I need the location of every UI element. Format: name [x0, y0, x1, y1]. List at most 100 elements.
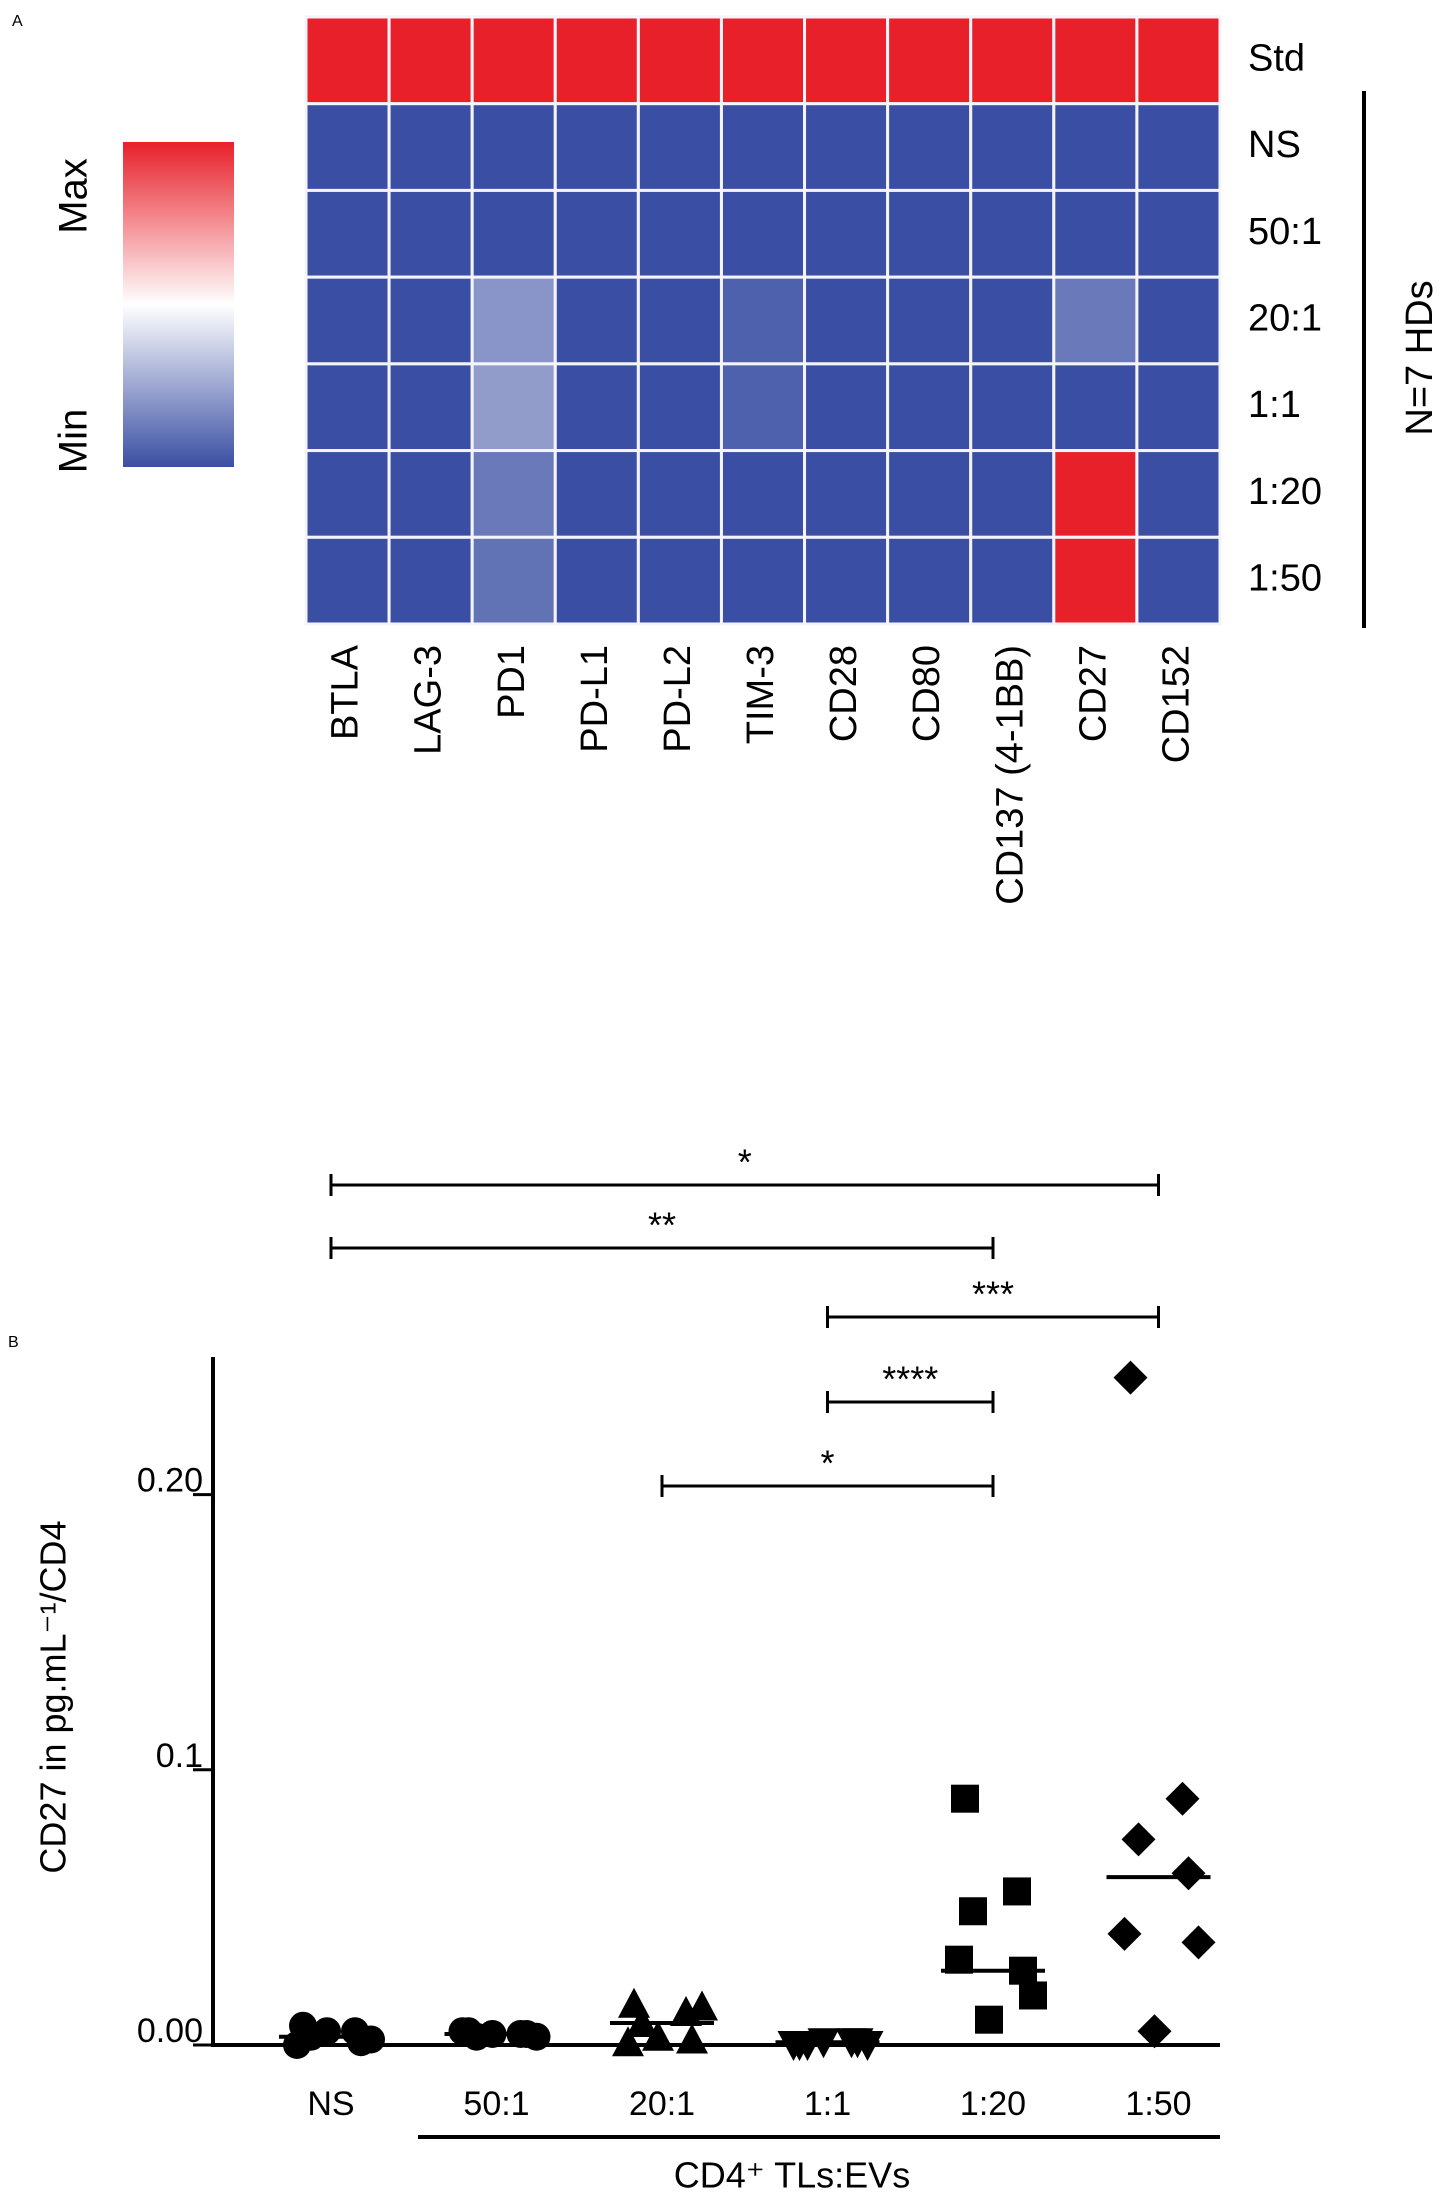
heatmap-cell	[719, 449, 807, 539]
heatmap-cell	[803, 188, 890, 279]
heatmap-cell	[636, 275, 723, 366]
row-label: 1:50	[1248, 558, 1322, 600]
heatmap-cell	[470, 15, 557, 106]
data-point	[676, 2023, 708, 2054]
data-point	[1181, 1925, 1216, 1960]
row-label: 1:20	[1248, 471, 1322, 513]
heatmap-cell	[1052, 535, 1139, 626]
heatmap-cell	[553, 15, 640, 106]
sig-label: ***	[972, 1274, 1014, 1315]
heatmap-cell	[719, 102, 807, 192]
heatmap-cell	[803, 275, 890, 366]
heatmap-cell	[803, 102, 890, 192]
heatmap-cell	[969, 449, 1056, 539]
heatmap-cell	[304, 449, 391, 539]
heatmap-cell	[470, 449, 557, 539]
heatmap-cell	[387, 15, 474, 106]
heatmap-cell	[304, 275, 391, 366]
heatmap-cell	[1052, 102, 1139, 192]
heatmap-cell	[304, 188, 391, 279]
row-label: Std	[1248, 37, 1305, 79]
column-label: LAG-3	[408, 645, 450, 755]
y-tick-label: 0.20	[137, 1462, 203, 1500]
heatmap-cell	[886, 102, 973, 192]
data-point	[1113, 1360, 1148, 1395]
data-point	[686, 1990, 718, 2021]
data-point	[357, 2025, 385, 2054]
row-label: 20:1	[1248, 298, 1322, 340]
heatmap-cell	[636, 362, 723, 453]
data-point	[1003, 1877, 1031, 1906]
heatmap-cell	[636, 188, 723, 279]
heatmap-cell	[553, 102, 640, 192]
x-tick-label: 1:50	[1125, 2085, 1191, 2123]
heatmap-cell	[470, 535, 557, 626]
data-point	[642, 2020, 674, 2051]
column-label: CD152	[1155, 645, 1197, 763]
heatmap-cell	[886, 449, 973, 539]
data-point	[1019, 1981, 1047, 2010]
heatmap-cell	[1135, 362, 1222, 453]
sig-label: **	[648, 1205, 676, 1246]
heatmap-cell	[719, 362, 807, 453]
data-point	[612, 2026, 644, 2057]
heatmap-cell	[969, 102, 1056, 192]
sig-label: ****	[882, 1359, 938, 1400]
x-axis-label: CD4⁺ TLs:EVs	[674, 2155, 910, 2196]
heatmap-cell	[636, 535, 723, 626]
heatmap-cell	[1135, 102, 1222, 192]
heatmap-cell	[387, 188, 474, 279]
heatmap-cell	[470, 188, 557, 279]
data-point	[448, 2017, 477, 2046]
heatmap-cell	[1052, 275, 1139, 366]
data-point	[1137, 2014, 1172, 2049]
heatmap-cell	[553, 449, 640, 539]
colorbar-label: Min	[52, 409, 96, 473]
data-point	[522, 2022, 551, 2051]
heatmap-cell	[969, 275, 1056, 366]
heatmap-cell	[304, 535, 391, 626]
column-label: CD27	[1072, 645, 1114, 742]
heatmap-cell	[1052, 449, 1139, 539]
y-axis-label: CD27 in pg.mL⁻¹/CD4	[33, 1520, 74, 1873]
heatmap-cell	[1135, 188, 1222, 279]
column-label: CD137 (4-1BB)	[989, 645, 1031, 905]
row-label: 50:1	[1248, 211, 1322, 253]
data-point	[777, 2031, 810, 2061]
heatmap-cell	[636, 449, 723, 539]
heatmap-cell	[886, 362, 973, 453]
heatmap-cell	[969, 15, 1056, 106]
heatmap-cell	[719, 188, 807, 279]
y-tick-label: 0.1	[156, 1737, 203, 1775]
heatmap-cell	[969, 535, 1056, 626]
x-tick-label: 20:1	[629, 2085, 695, 2123]
heatmap-cell	[470, 102, 557, 192]
data-point	[951, 1784, 979, 1813]
heatmap-cell	[636, 15, 723, 106]
heatmap-cell	[969, 188, 1056, 279]
heatmap-cell	[387, 449, 474, 539]
data-point	[1121, 1822, 1156, 1857]
column-label: BTLA	[325, 644, 367, 740]
heatmap-cell	[886, 275, 973, 366]
panel-label: B	[8, 1334, 19, 1351]
heatmap-cell	[304, 15, 391, 106]
heatmap-cell	[1052, 362, 1139, 453]
column-label: TIM-3	[740, 645, 782, 744]
x-tick-label: NS	[307, 2085, 354, 2123]
heatmap-cell	[553, 362, 640, 453]
column-label: PD-L2	[657, 645, 699, 753]
data-point	[959, 1897, 987, 1926]
heatmap-cell	[553, 188, 640, 279]
row-label: NS	[1248, 124, 1301, 166]
heatmap-cell	[886, 535, 973, 626]
y-tick-label: 0.00	[137, 2012, 203, 2050]
heatmap-cell	[886, 15, 973, 106]
heatmap-cell	[304, 102, 391, 192]
heatmap-cell	[304, 362, 391, 453]
heatmap-cell	[719, 275, 807, 366]
x-tick-label: 50:1	[463, 2085, 529, 2123]
heatmap-cell	[1052, 188, 1139, 279]
colorbar-label: Max	[52, 158, 96, 234]
